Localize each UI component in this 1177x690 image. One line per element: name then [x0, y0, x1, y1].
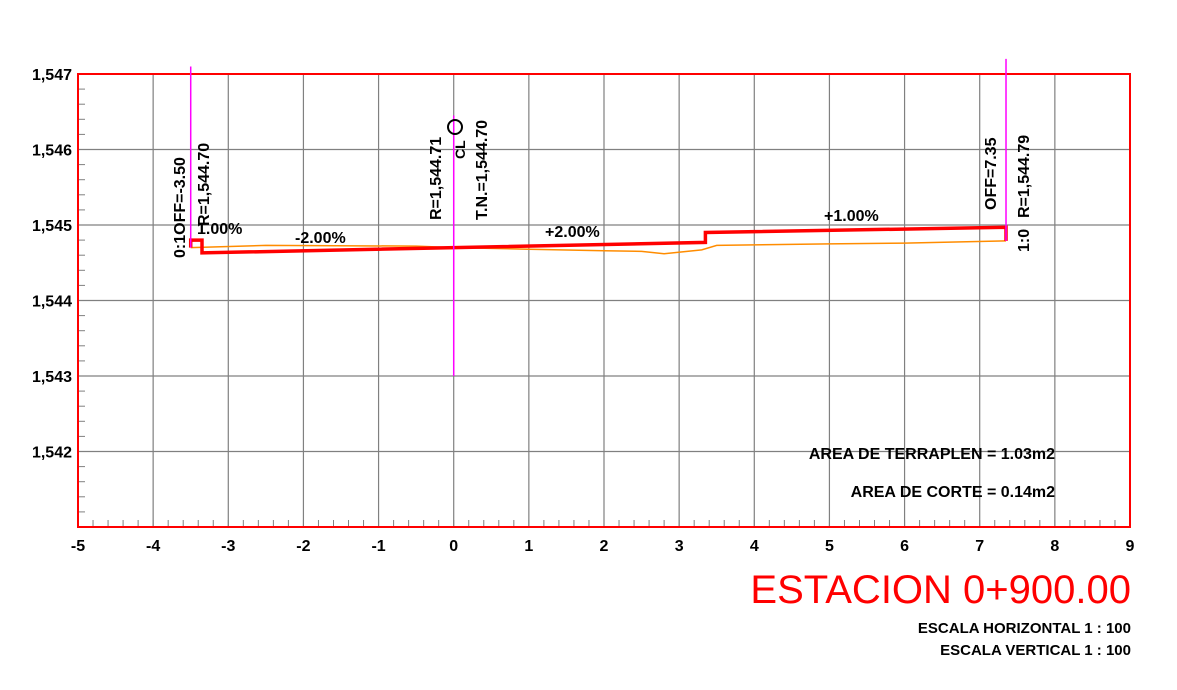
x-tick-label: -5	[71, 538, 85, 555]
y-axis-tick-labels: 1,547 1,546 1,545 1,544 1,543 1,542	[32, 67, 72, 462]
centerline-symbol: CL	[447, 119, 468, 159]
x-tick-label: -2	[296, 538, 310, 555]
station-title: ESTACION 0+900.00	[750, 568, 1131, 612]
y-tick-label: 1,544	[32, 294, 72, 311]
x-axis-tick-labels: -5 -4 -3 -2 -1 0 1 2 3 4 5 6 7 8 9	[71, 538, 1135, 555]
right-elevation-label: R=1,544.79	[1016, 135, 1033, 218]
x-tick-label: -4	[146, 538, 160, 555]
x-tick-label: 4	[750, 538, 759, 555]
centerline-symbol-text: CL	[452, 140, 468, 159]
right-ratio-label: 1:0	[1016, 229, 1033, 252]
y-tick-label: 1,542	[32, 445, 72, 462]
left-elevation-label: R=1,544.70	[196, 143, 213, 226]
y-tick-label: 1,546	[32, 143, 72, 160]
terrain-line	[190, 240, 1007, 255]
slope-left-label: -2.00%	[295, 230, 346, 247]
right-offset-label: OFF=7.35	[983, 137, 1000, 210]
vertical-scale-label: ESCALA VERTICAL 1 : 100	[940, 642, 1131, 659]
plot-frame	[77, 73, 1131, 528]
x-tick-label: 1	[524, 538, 533, 555]
cut-area-label: AREA DE CORTE = 0.14m2	[851, 484, 1055, 501]
left-slope-label: 1.00%	[197, 221, 242, 238]
x-tick-label: -1	[371, 538, 385, 555]
offset-guides	[189, 58, 1007, 376]
horizontal-scale-label: ESCALA HORIZONTAL 1 : 100	[918, 620, 1131, 637]
y-tick-label: 1,545	[32, 218, 72, 235]
left-offset-label: 0:1OFF=-3.50	[172, 157, 189, 258]
x-tick-label: 8	[1050, 538, 1059, 555]
centerline-elevation-label: R=1,544.71	[428, 137, 445, 220]
x-tick-label: 0	[449, 538, 458, 555]
y-tick-label: 1,543	[32, 369, 72, 386]
y-tick-label: 1,547	[32, 67, 72, 84]
x-tick-label: 5	[825, 538, 834, 555]
x-tick-label: 2	[600, 538, 609, 555]
x-tick-label: 9	[1126, 538, 1135, 555]
x-tick-label: 7	[975, 538, 984, 555]
slope-right-label: +1.00%	[824, 208, 879, 225]
slope-mid-label: +2.00%	[545, 224, 600, 241]
x-tick-label: 3	[675, 538, 684, 555]
x-tick-label: 6	[900, 538, 909, 555]
x-tick-label: -3	[221, 538, 235, 555]
grid	[78, 74, 1130, 527]
fill-area-label: AREA DE TERRAPLEN = 1.03m2	[809, 446, 1055, 463]
natural-terrain-label: T.N.=1,544.70	[474, 120, 491, 220]
